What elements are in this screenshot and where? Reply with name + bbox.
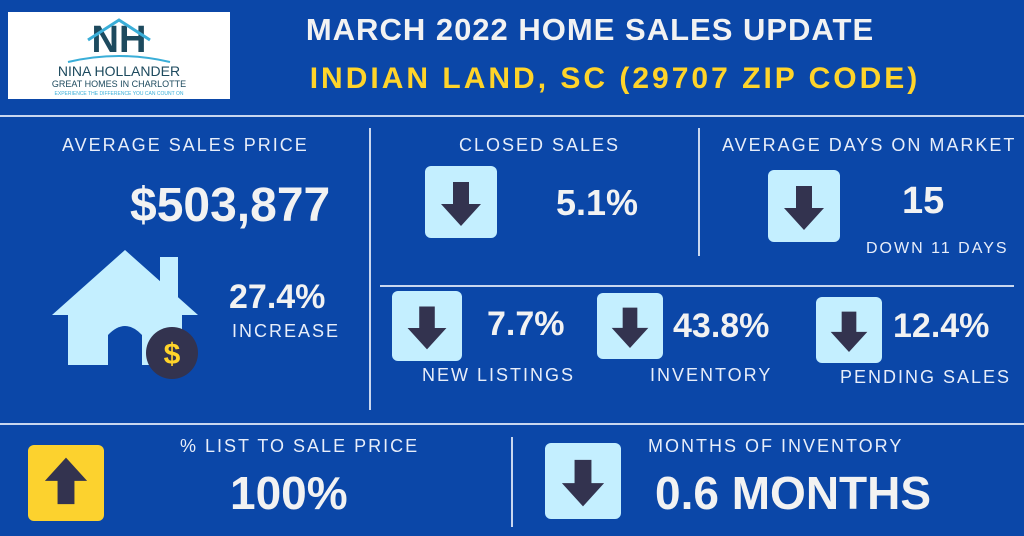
closed-sales-value: 5.1%: [556, 182, 639, 223]
pending-value: 12.4%: [893, 307, 990, 345]
new-listings-label: NEW LISTINGS: [422, 365, 576, 385]
arrow-down-icon: [816, 297, 882, 363]
avg-price-change: 27.4%: [229, 278, 326, 316]
house-dollar-icon: $: [50, 245, 200, 380]
svg-text:GREAT HOMES IN CHARLOTTE: GREAT HOMES IN CHARLOTTE: [52, 79, 186, 89]
arrow-down-icon: [768, 170, 840, 242]
new-listings-value: 7.7%: [487, 305, 565, 343]
divider: [369, 128, 371, 410]
months-inv-label: MONTHS OF INVENTORY: [648, 436, 904, 456]
svg-text:NINA HOLLANDER: NINA HOLLANDER: [58, 63, 180, 79]
dom-label: AVERAGE DAYS ON MARKET: [722, 135, 1017, 155]
svg-text:$: $: [164, 338, 181, 371]
list-to-sale-label: % LIST TO SALE PRICE: [180, 436, 420, 456]
divider: [511, 437, 513, 527]
svg-text:NH: NH: [92, 19, 147, 61]
months-inv-value: 0.6 MONTHS: [655, 467, 932, 519]
dom-sub: DOWN 11 DAYS: [866, 240, 1009, 257]
divider: [380, 285, 1014, 287]
avg-price-label: AVERAGE SALES PRICE: [62, 135, 309, 155]
divider: [0, 423, 1024, 425]
arrow-down-icon: [545, 443, 621, 519]
pending-label: PENDING SALES: [840, 367, 1012, 387]
page-title: MARCH 2022 HOME SALES UPDATE: [305, 12, 875, 47]
inventory-value: 43.8%: [673, 307, 770, 345]
list-to-sale-value: 100%: [230, 467, 348, 519]
arrow-down-icon: [392, 291, 462, 361]
arrow-down-icon: [425, 166, 497, 238]
avg-price-value: $503,877: [130, 179, 331, 232]
page-subtitle: INDIAN LAND, SC (29707 ZIP CODE): [309, 62, 921, 95]
divider: [0, 115, 1024, 117]
divider: [698, 128, 700, 256]
svg-text:EXPERIENCE THE DIFFERENCE YOU: EXPERIENCE THE DIFFERENCE YOU CAN COUNT …: [55, 91, 184, 97]
dom-value: 15: [902, 180, 945, 222]
arrow-down-icon: [597, 293, 663, 359]
closed-sales-label: CLOSED SALES: [459, 135, 621, 155]
logo: NH NINA HOLLANDER GREAT HOMES IN CHARLOT…: [8, 12, 230, 99]
avg-price-change-label: INCREASE: [232, 321, 341, 341]
arrow-up-icon: [28, 445, 104, 521]
inventory-label: INVENTORY: [650, 365, 773, 385]
